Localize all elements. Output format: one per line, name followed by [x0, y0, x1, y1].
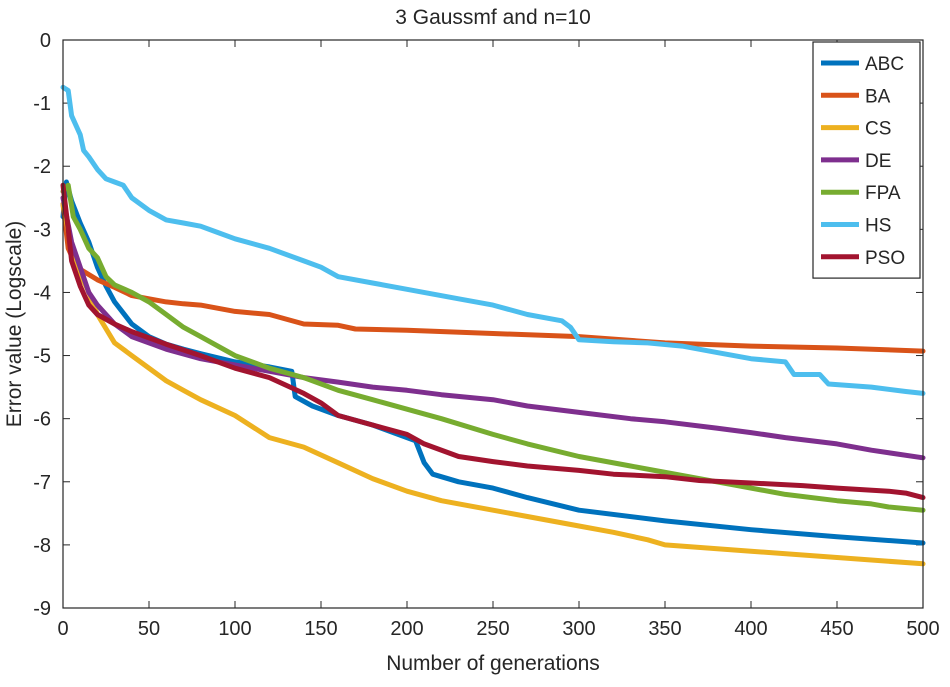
y-tick-label: -6: [33, 409, 51, 431]
legend-label-pso: PSO: [865, 248, 905, 269]
legend-label-cs: CS: [865, 119, 891, 140]
x-tick-label: 300: [562, 618, 595, 640]
x-tick-label: 450: [820, 618, 853, 640]
y-tick-label: -4: [33, 282, 51, 304]
series-line-abc: [60, 179, 926, 546]
plot-area-frame: [62, 39, 924, 609]
legend-label-de: DE: [865, 151, 891, 172]
y-tick-label: -9: [33, 598, 51, 620]
y-tick-label: -2: [33, 156, 51, 178]
series-line-de: [60, 195, 926, 461]
y-axis-ticks: 0 -1 -2 -3 -4 -5 -6 -7 -8 -9: [33, 30, 923, 620]
x-tick-label: 400: [734, 618, 767, 640]
x-tick-label: 0: [57, 618, 68, 640]
legend-label-fpa: FPA: [865, 183, 901, 204]
x-tick-label: 500: [906, 618, 939, 640]
y-tick-label: -7: [33, 472, 51, 494]
legend-label-ba: BA: [865, 86, 891, 107]
chart-title: 3 Gaussmf and n=10: [395, 6, 591, 29]
y-tick-label: 0: [40, 30, 51, 52]
x-tick-label: 200: [390, 618, 423, 640]
series-line-hs: [60, 84, 926, 396]
x-axis-ticks: 0 50 100 150 200 250 300 350 400 450 500: [57, 40, 940, 640]
x-tick-label: 150: [304, 618, 337, 640]
legend-label-hs: HS: [865, 216, 891, 237]
series-line-cs: [60, 201, 926, 567]
series-lines: [60, 84, 926, 567]
y-tick-label: -3: [33, 219, 51, 241]
y-axis-label: Error value (Logscale): [3, 221, 26, 428]
y-tick-label: -5: [33, 346, 51, 368]
x-axis-label: Number of generations: [386, 652, 600, 675]
legend: ABC BA CS DE FPA HS PSO: [812, 41, 921, 279]
y-tick-label: -8: [33, 535, 51, 557]
legend-label-abc: ABC: [865, 54, 904, 75]
series-line-pso: [60, 182, 926, 501]
x-tick-label: 100: [218, 618, 251, 640]
x-tick-label: 50: [138, 618, 160, 640]
x-tick-label: 350: [648, 618, 681, 640]
x-tick-label: 250: [476, 618, 509, 640]
y-tick-label: -1: [33, 93, 51, 115]
